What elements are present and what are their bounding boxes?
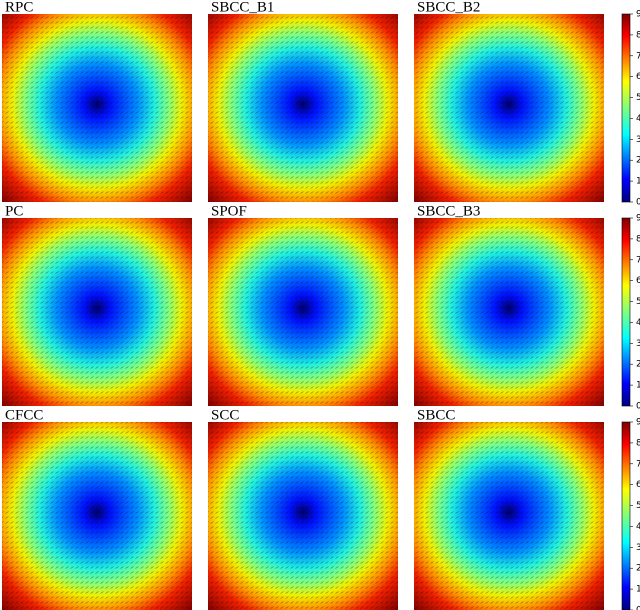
colorbar-tick-label: 6 [636,276,640,286]
colorbar-tick-label: 3 [636,339,640,349]
panel-title: SPOF [211,203,247,219]
colorbar-tick-label: 4 [636,522,640,532]
colorbar-tick-label: 6 [636,480,640,490]
panel-title: SBCC_B1 [211,0,274,15]
colorbar-tick-label: 3 [636,135,640,145]
colorbar-tick-label: 8 [636,30,640,40]
colorbar-tick-label: 7 [636,255,640,265]
vector-field [414,14,604,202]
panel-title: SCC [211,407,239,423]
colorbar-tick-label: 1 [636,585,640,595]
vector-field [2,14,192,202]
colorbar-tick-label: 0 [636,198,640,208]
vector-field [414,422,604,610]
colorbar [621,421,631,610]
colorbar-tick-label: 4 [636,318,640,328]
vector-field [414,218,604,406]
colorbar-tick-label: 7 [636,459,640,469]
colorbar [621,217,631,407]
panel-title: RPC [5,0,33,15]
panel-title: CFCC [5,407,43,423]
colorbar-tick-label: 5 [636,501,640,511]
vector-field [2,218,192,406]
panel-title: SBCC [417,407,455,423]
colorbar-tick-label: 5 [636,93,640,103]
colorbar-tick-label: 1 [636,177,640,187]
colorbar-tick-label: 3 [636,543,640,553]
colorbar-tick-label: 4 [636,114,640,124]
colorbar-tick-label: 0 [636,402,640,412]
vector-field [208,422,398,610]
colorbar-tick-label: 9 [636,214,640,224]
panel-title: SBCC_B2 [417,0,480,15]
colorbar-tick-label: 1 [636,381,640,391]
colorbar-tick-label: 8 [636,234,640,244]
vector-field [208,14,398,202]
colorbar-tick-label: 5 [636,297,640,307]
colorbar-tick-label: 2 [636,156,640,166]
colorbar-tick-label: 2 [636,564,640,574]
colorbar-tick-label: 8 [636,438,640,448]
vector-field [208,218,398,406]
colorbar-tick-label: 7 [636,51,640,61]
colorbar-tick-label: 0 [636,606,640,610]
colorbar-tick-label: 9 [636,418,640,428]
panel-title: PC [5,203,23,219]
colorbar-tick-label: 6 [636,72,640,82]
colorbar-tick-label: 2 [636,360,640,370]
vector-field [2,422,192,610]
colorbar-tick-label: 9 [636,10,640,20]
panel-title: SBCC_B3 [417,203,480,219]
colorbar [621,13,631,203]
